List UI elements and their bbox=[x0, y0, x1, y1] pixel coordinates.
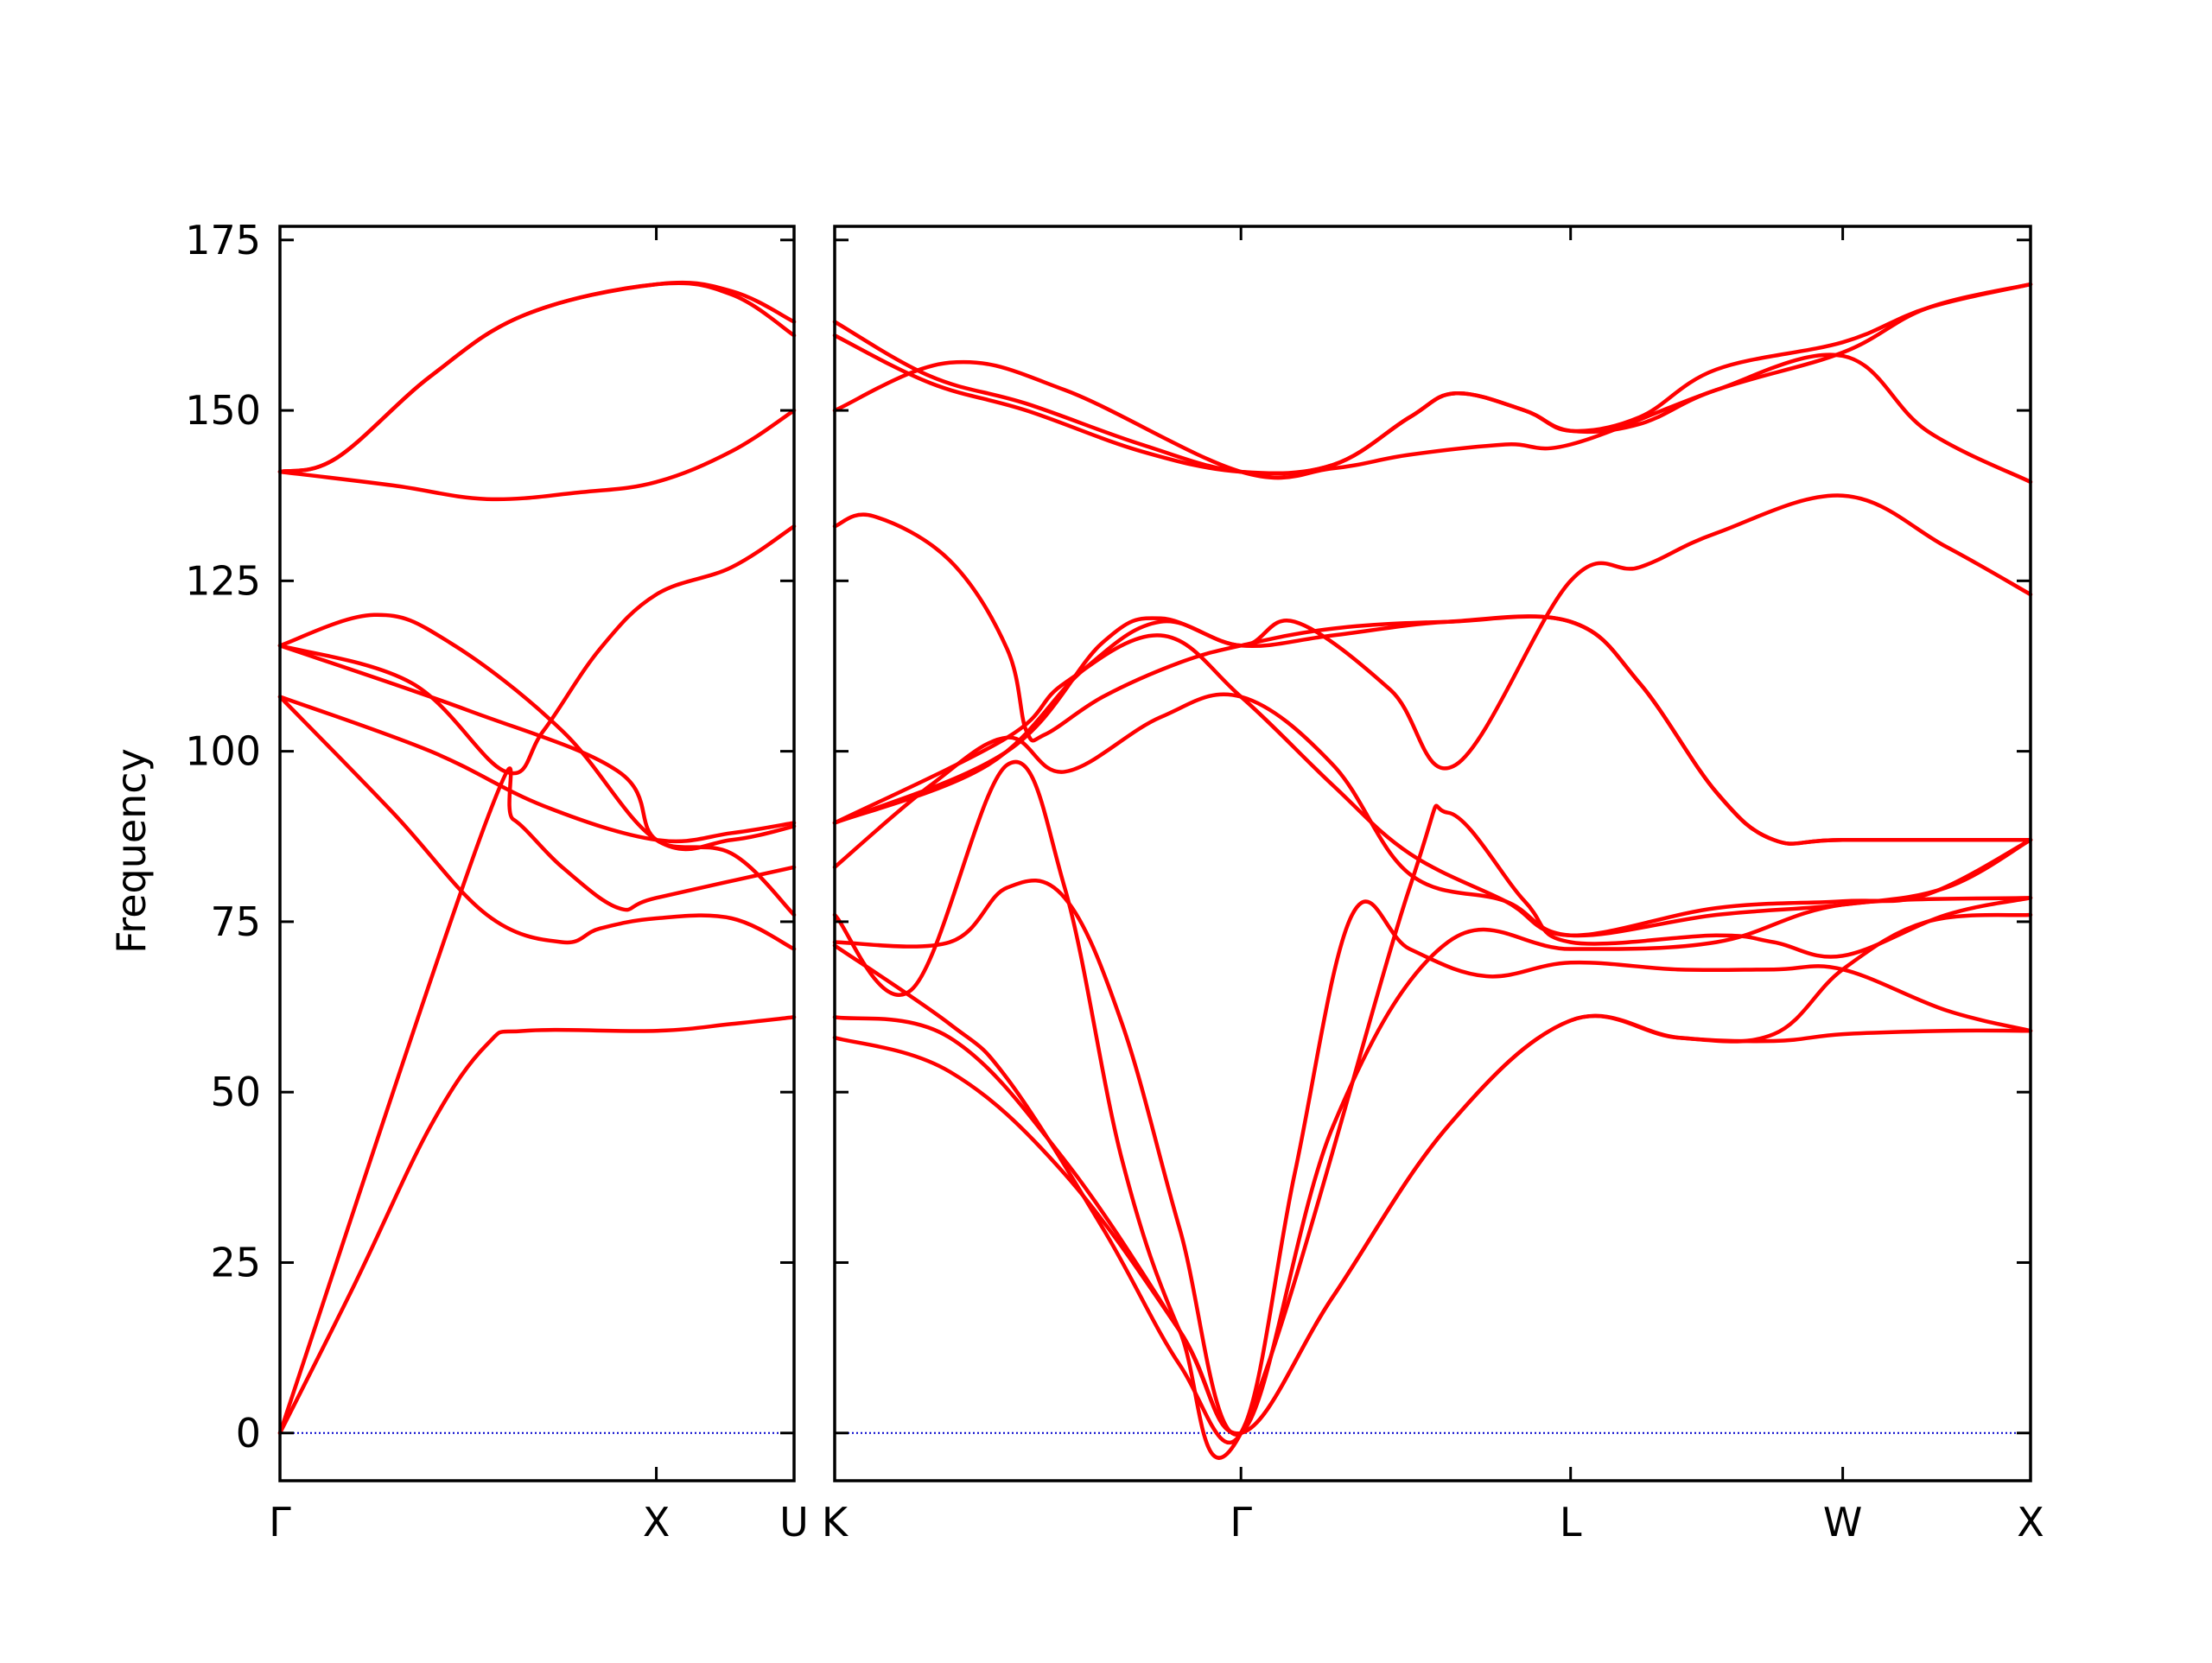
left-band-6 bbox=[277, 613, 797, 852]
right-frame bbox=[833, 225, 2032, 1482]
x-tick-label: K bbox=[822, 1499, 849, 1546]
y-tick-label: 150 bbox=[185, 387, 261, 434]
left-frame bbox=[278, 225, 796, 1482]
x-tick-label: W bbox=[1823, 1499, 1862, 1546]
right-band-10 bbox=[832, 512, 2033, 846]
left-band-5 bbox=[277, 644, 797, 917]
x-tick-label: L bbox=[1560, 1499, 1582, 1546]
x-tick-label: Γ bbox=[269, 1499, 291, 1546]
right-band-13 bbox=[832, 282, 2033, 476]
right-band-11 bbox=[832, 282, 2033, 480]
right-band-9 bbox=[832, 493, 2033, 825]
left-panel: 0 25 50 75 100 125 150 175 Γ X U bbox=[185, 217, 809, 1546]
y-tick-label: 175 bbox=[185, 217, 261, 263]
right-band-4 bbox=[832, 759, 2033, 1460]
x-tick-label: Γ bbox=[1230, 1499, 1252, 1546]
left-band-4 bbox=[277, 695, 797, 844]
y-tick-label: 0 bbox=[236, 1410, 261, 1457]
y-tick-label: 25 bbox=[210, 1239, 261, 1285]
left-band-1 bbox=[277, 1015, 797, 1436]
left-band-3 bbox=[277, 695, 797, 951]
y-tick-label: 50 bbox=[210, 1069, 261, 1115]
x-tick-label: X bbox=[643, 1499, 671, 1546]
left-band-10 bbox=[277, 280, 797, 474]
y-tick-label: 125 bbox=[185, 557, 261, 604]
right-band-5 bbox=[832, 879, 2033, 1437]
right-band-1 bbox=[832, 1013, 2033, 1436]
x-tick-label: X bbox=[2017, 1499, 2044, 1546]
right-band-2 bbox=[832, 912, 2033, 1436]
left-band-8 bbox=[277, 408, 797, 502]
right-band-12 bbox=[832, 333, 2033, 485]
right-band-6 bbox=[832, 692, 2033, 938]
y-axis-title: Frequency bbox=[108, 748, 155, 954]
right-band-3 bbox=[832, 899, 2033, 1445]
right-band-7 bbox=[832, 633, 2033, 937]
left-band-2 bbox=[277, 766, 797, 1436]
left-band-7 bbox=[277, 524, 797, 776]
y-tick-label: 75 bbox=[210, 898, 261, 945]
y-tick-label: 100 bbox=[185, 728, 261, 775]
x-tick-label: U bbox=[779, 1499, 809, 1546]
